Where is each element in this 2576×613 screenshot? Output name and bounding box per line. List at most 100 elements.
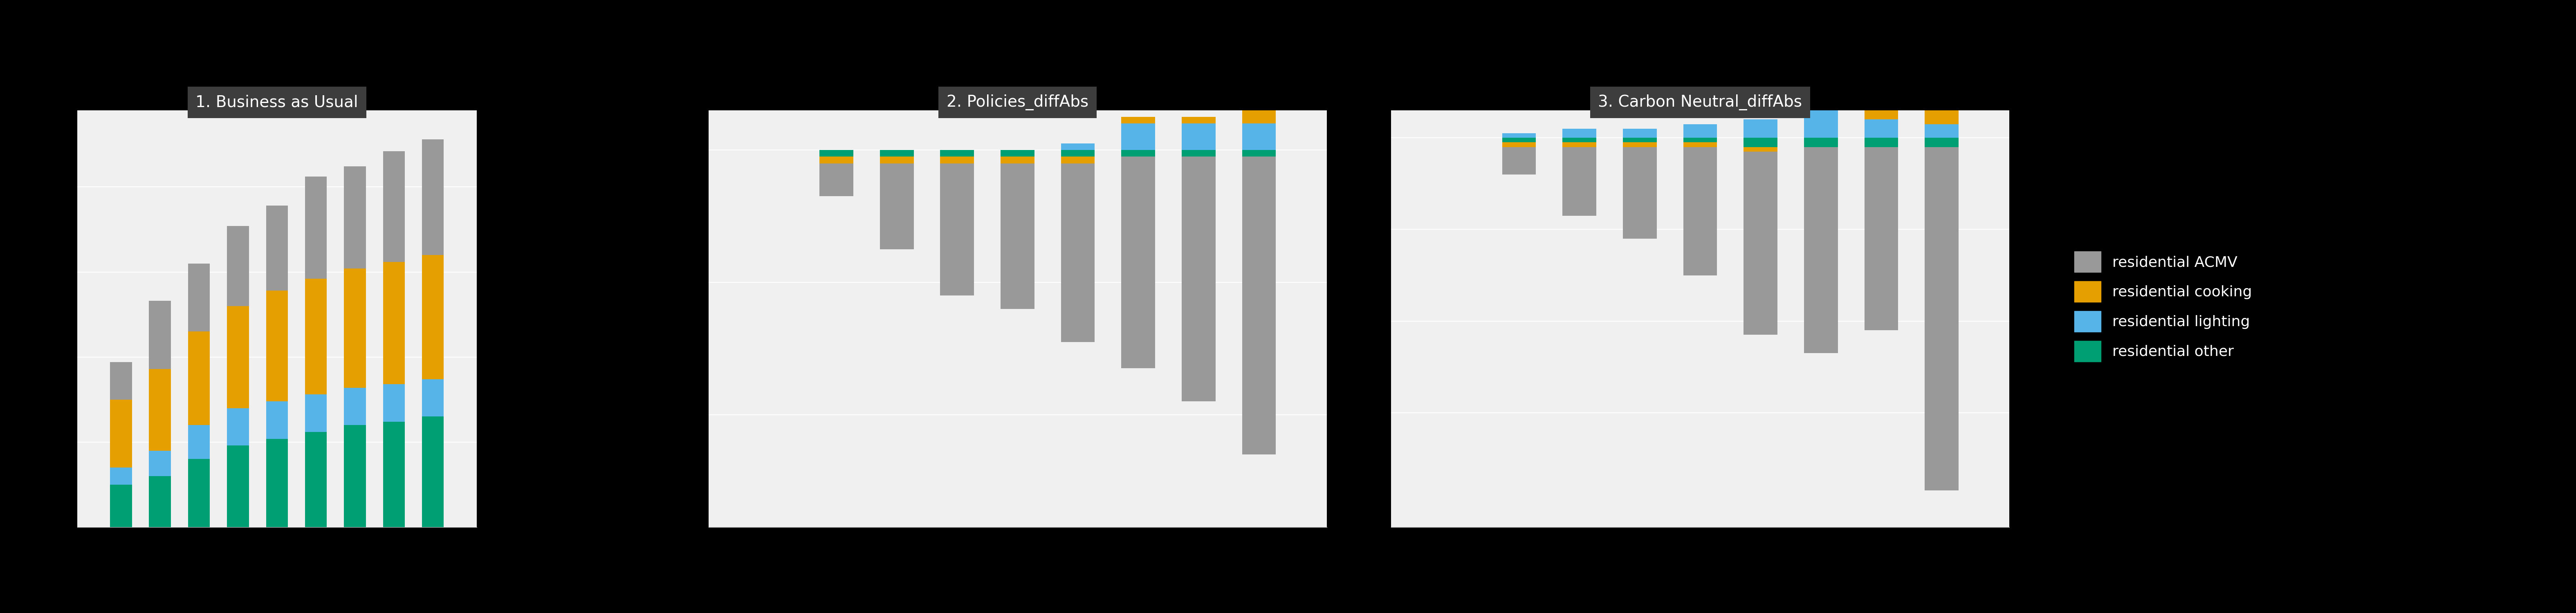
Title: 2. Policies_diffAbs: 2. Policies_diffAbs	[945, 94, 1090, 110]
Bar	[149, 476, 170, 527]
Bar	[819, 163, 853, 196]
Bar	[1121, 157, 1154, 368]
Bar	[1924, 69, 1958, 124]
Bar	[1744, 138, 1777, 147]
Bar	[1564, 142, 1597, 147]
Bar	[1564, 129, 1597, 138]
Bar	[1121, 124, 1154, 150]
Bar	[1182, 117, 1216, 124]
Bar	[1865, 147, 1899, 330]
Bar	[999, 150, 1036, 157]
Bar	[819, 150, 853, 157]
Bar	[188, 332, 209, 425]
Bar	[1744, 120, 1777, 138]
Bar	[1182, 150, 1216, 157]
Bar	[265, 402, 289, 439]
Bar	[149, 369, 170, 451]
Bar	[1121, 150, 1154, 157]
Bar	[1744, 151, 1777, 335]
Bar	[1744, 147, 1777, 151]
Y-axis label: Final Energy (EJ): Final Energy (EJ)	[23, 259, 36, 379]
Bar	[227, 446, 250, 527]
Bar	[422, 417, 443, 527]
Title: 3. Carbon Neutral_diffAbs: 3. Carbon Neutral_diffAbs	[1597, 94, 1803, 110]
Bar	[1924, 147, 1958, 490]
Bar	[1623, 138, 1656, 142]
Bar	[265, 291, 289, 402]
Bar	[422, 379, 443, 417]
Bar	[1623, 142, 1656, 147]
Bar	[111, 485, 131, 527]
Bar	[999, 163, 1036, 309]
Bar	[1502, 138, 1535, 142]
Bar	[1623, 147, 1656, 238]
Bar	[1242, 104, 1275, 124]
Bar	[881, 157, 914, 163]
Bar	[149, 451, 170, 476]
Bar	[227, 408, 250, 446]
Bar	[1182, 157, 1216, 402]
Bar	[819, 157, 853, 163]
Bar	[227, 306, 250, 408]
Bar	[384, 422, 404, 527]
Bar	[1502, 133, 1535, 138]
Bar	[1924, 124, 1958, 138]
Bar	[940, 157, 974, 163]
Bar	[1061, 150, 1095, 157]
Bar	[1502, 142, 1535, 147]
Bar	[940, 150, 974, 157]
Bar	[1682, 142, 1718, 147]
Legend: residential ACMV, residential cooking, residential lighting, residential other: residential ACMV, residential cooking, r…	[2069, 246, 2259, 367]
Bar	[1803, 110, 1837, 138]
Bar	[1182, 124, 1216, 150]
Bar	[1924, 138, 1958, 147]
Bar	[304, 177, 327, 279]
Bar	[1242, 157, 1275, 454]
Bar	[304, 395, 327, 432]
Bar	[188, 264, 209, 332]
Bar	[1682, 147, 1718, 275]
Bar	[1061, 157, 1095, 163]
Bar	[422, 139, 443, 255]
Bar	[265, 439, 289, 527]
Bar	[940, 163, 974, 295]
Bar	[1682, 138, 1718, 142]
Bar	[1242, 124, 1275, 150]
Bar	[345, 268, 366, 387]
Bar	[345, 387, 366, 425]
Bar	[111, 468, 131, 485]
Bar	[999, 157, 1036, 163]
Bar	[227, 226, 250, 306]
Bar	[111, 362, 131, 400]
Bar	[1564, 138, 1597, 142]
Bar	[1865, 64, 1899, 120]
Bar	[384, 262, 404, 384]
Bar	[422, 255, 443, 379]
Bar	[1061, 163, 1095, 342]
Bar	[1865, 138, 1899, 147]
Bar	[1242, 150, 1275, 157]
Bar	[1803, 147, 1837, 353]
Bar	[1121, 117, 1154, 124]
Bar	[1564, 147, 1597, 216]
Bar	[111, 400, 131, 468]
Bar	[345, 425, 366, 527]
Title: 1. Business as Usual: 1. Business as Usual	[196, 94, 358, 110]
Bar	[1803, 138, 1837, 147]
Bar	[265, 205, 289, 291]
Bar	[304, 279, 327, 395]
Bar	[149, 301, 170, 369]
Bar	[188, 459, 209, 527]
Bar	[1682, 124, 1718, 138]
Bar	[1865, 120, 1899, 138]
Bar	[1803, 64, 1837, 110]
Bar	[188, 425, 209, 459]
Bar	[1623, 129, 1656, 138]
Bar	[881, 163, 914, 249]
Bar	[345, 167, 366, 268]
Bar	[881, 150, 914, 157]
Bar	[384, 151, 404, 262]
Bar	[304, 432, 327, 527]
Bar	[384, 384, 404, 422]
Bar	[1502, 147, 1535, 175]
